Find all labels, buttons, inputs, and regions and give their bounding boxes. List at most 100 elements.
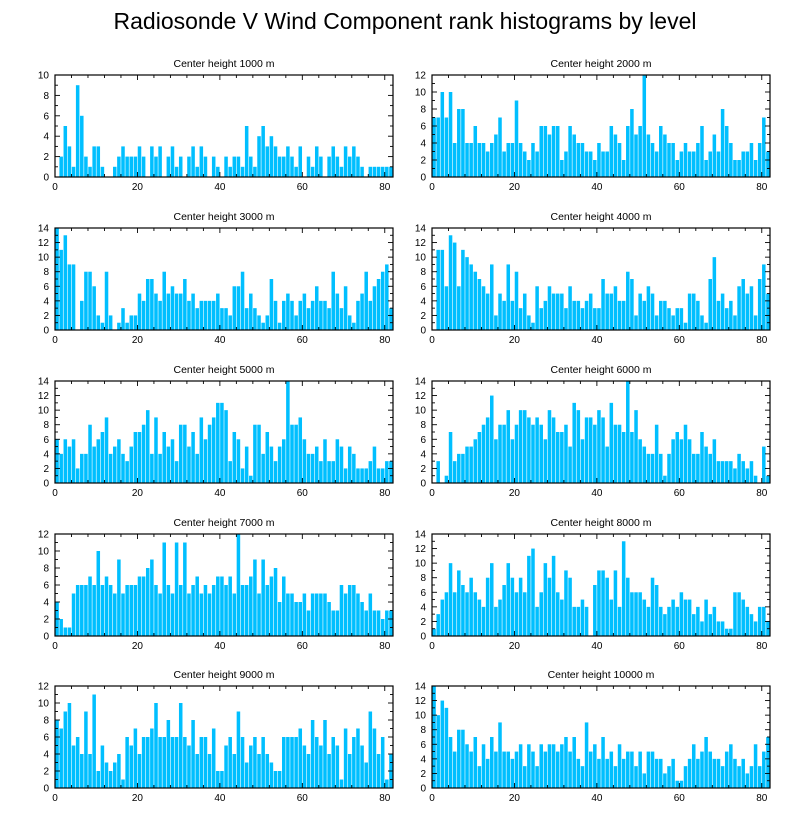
histogram-bar: [724, 751, 729, 788]
histogram-bar: [174, 166, 179, 177]
histogram-bar: [232, 156, 237, 177]
histogram-bar: [282, 300, 286, 330]
histogram-bar: [634, 134, 638, 177]
histogram-bar: [720, 766, 725, 788]
y-tick-label: 2: [43, 311, 49, 322]
histogram-bar: [564, 308, 568, 330]
x-tick-label: 0: [429, 335, 435, 346]
histogram-bar: [700, 621, 704, 636]
y-tick-label: 14: [38, 224, 50, 235]
histogram-bar: [298, 417, 303, 483]
histogram-bar: [88, 576, 92, 636]
histogram-bar: [327, 754, 331, 788]
y-tick-label: 0: [43, 173, 49, 184]
histogram-bar: [380, 737, 385, 788]
histogram-bar: [170, 593, 175, 636]
y-tick-label: 2: [420, 464, 426, 475]
histogram-bar: [228, 576, 232, 636]
histogram-bar: [257, 754, 261, 788]
histogram-bar: [560, 160, 564, 177]
histogram-bar: [543, 300, 548, 330]
histogram-bar: [634, 315, 638, 330]
histogram-bar: [617, 143, 622, 177]
histogram-bar: [117, 559, 121, 636]
histogram-bar: [104, 576, 109, 636]
histogram-bar: [584, 722, 589, 788]
histogram-bar: [88, 271, 92, 330]
histogram-bar: [659, 453, 663, 483]
histogram-bar: [286, 293, 290, 330]
histogram-bar: [700, 126, 704, 177]
histogram-bar: [720, 293, 725, 330]
histogram-bar: [125, 322, 129, 330]
y-tick-label: 6: [420, 435, 426, 446]
x-tick-label: 20: [509, 335, 521, 346]
histogram-bar: [261, 322, 265, 330]
histogram-bar: [597, 143, 601, 177]
histogram-bar: [207, 593, 212, 636]
histogram-bar: [195, 576, 199, 636]
histogram-bar: [683, 322, 688, 330]
histogram-bar: [216, 166, 220, 177]
histogram-bar: [92, 585, 96, 636]
histogram-bar: [593, 585, 597, 636]
histogram-bar: [724, 308, 729, 330]
histogram-bar: [376, 279, 381, 330]
histogram-bar: [745, 151, 750, 177]
histogram-bar: [724, 628, 729, 636]
histogram-bar: [457, 729, 461, 788]
histogram-bar: [461, 585, 465, 636]
histogram-bar: [671, 439, 675, 483]
histogram-bar: [121, 308, 125, 330]
histogram-bar: [216, 402, 220, 483]
histogram-bar: [494, 751, 498, 788]
panel-title: Center height 4000 m: [551, 211, 652, 223]
histogram-bar: [663, 134, 667, 177]
histogram-bar: [675, 780, 680, 788]
histogram-bar: [347, 315, 352, 330]
histogram-bar: [117, 439, 121, 483]
histogram-bar: [597, 570, 601, 636]
histogram-bar: [753, 475, 758, 483]
histogram-bar: [514, 424, 519, 483]
histogram-bar: [531, 424, 535, 483]
histogram-bar: [757, 279, 762, 330]
histogram-bar: [642, 773, 647, 788]
histogram-bar: [100, 585, 105, 636]
histogram-bar: [228, 737, 232, 788]
histogram-bar: [502, 151, 506, 177]
histogram-bar: [187, 446, 191, 483]
histogram-bar: [319, 593, 323, 636]
histogram-bar: [253, 166, 257, 177]
histogram-bar: [108, 315, 113, 330]
histogram-bar: [261, 737, 265, 788]
histogram-bar: [621, 432, 626, 483]
x-tick-label: 20: [509, 793, 521, 804]
histogram-bar: [203, 439, 208, 483]
histogram-bar: [154, 585, 158, 636]
histogram-bar: [59, 249, 63, 330]
histogram-bar: [539, 744, 543, 788]
histogram-bar: [749, 766, 754, 788]
histogram-bar: [667, 766, 671, 788]
histogram-panel-3: Center height 3000 m 0 20 40 60 80 0 2 4 6 8 10 12 14: [38, 211, 394, 346]
histogram-bar: [125, 737, 129, 788]
histogram-bar: [183, 279, 187, 330]
histogram-bar: [700, 751, 704, 788]
y-tick-label: 8: [420, 420, 426, 431]
histogram-bar: [141, 300, 146, 330]
histogram-bar: [158, 593, 162, 636]
histogram-bar: [762, 264, 766, 330]
histogram-bar: [749, 286, 754, 330]
histogram-panel-6: Center height 6000 m 0 20 40 60 80 0 2 4 6 8 10 12 14: [415, 364, 771, 499]
histogram-bar: [183, 424, 187, 483]
histogram-bar: [282, 439, 286, 483]
x-tick-label: 20: [509, 641, 521, 652]
histogram-bar: [448, 92, 453, 177]
histogram-bar: [75, 85, 80, 177]
histogram-bar: [125, 585, 129, 636]
histogram-bar: [166, 156, 171, 177]
histogram-bar: [704, 599, 708, 636]
histogram-bar: [522, 293, 527, 330]
